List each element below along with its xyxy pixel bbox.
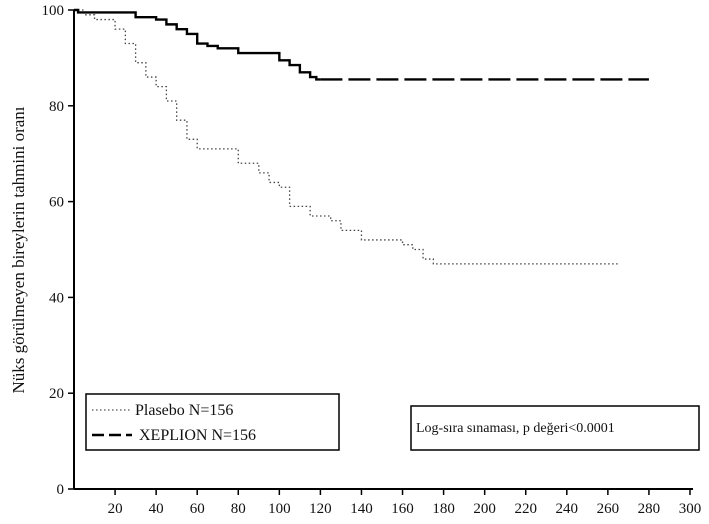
y-tick-label: 0 [57, 482, 65, 498]
x-ticks: 20 40 60 80 100 120 140 160 180 200 220 240 260 280 30… [108, 489, 702, 517]
annotation-text: Log-sıra sınaması, p değeri<0.0001 [416, 421, 615, 436]
x-tick-label: 300 [679, 501, 702, 517]
series-plasebo-line [74, 9, 619, 265]
x-tick-label: 60 [190, 501, 205, 517]
x-tick-label: 220 [514, 501, 537, 517]
x-tick-label: 240 [556, 501, 579, 517]
x-tick-label: 140 [350, 501, 373, 517]
y-tick-label: 40 [49, 290, 64, 306]
x-tick-label: 120 [309, 501, 332, 517]
annotation-box [410, 405, 700, 451]
x-tick-label: 80 [231, 501, 246, 517]
y-tick-label: 60 [49, 195, 64, 211]
legend-box [85, 393, 340, 451]
x-tick-label: 180 [432, 501, 455, 517]
x-tick-label: 100 [268, 501, 291, 517]
logrank-annotation: Log-sıra sınaması, p değeri<0.0001 [410, 405, 700, 451]
y-tick-label: 80 [49, 99, 64, 115]
y-tick-label: 100 [42, 3, 65, 19]
x-tick-label: 160 [391, 501, 414, 517]
legend-label-plasebo: Plasebo N=156 [135, 402, 233, 419]
y-axis-title: Nüks görülmeyen bireylerin tahmini oranı [9, 106, 28, 393]
x-tick-label: 260 [597, 501, 620, 517]
x-tick-label: 200 [473, 501, 496, 517]
series-xeplion-line [74, 8, 321, 81]
x-tick-label: 280 [638, 501, 661, 517]
legend-label-xeplion: XEPLION N=156 [139, 427, 256, 444]
y-ticks: 0 20 40 60 80 100 [42, 3, 74, 498]
series-layer [74, 8, 649, 265]
y-tick-label: 20 [49, 386, 64, 402]
x-tick-label: 20 [108, 501, 123, 517]
legend: Plasebo N=156 XEPLION N=156 [85, 393, 340, 451]
x-tick-label: 40 [149, 501, 164, 517]
